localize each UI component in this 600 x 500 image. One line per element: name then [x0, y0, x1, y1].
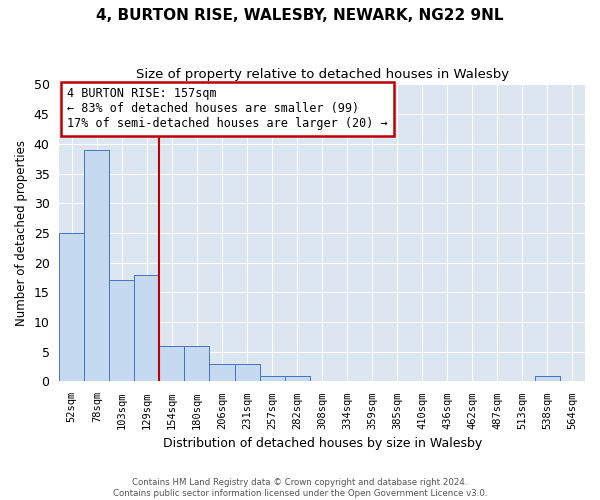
Text: Contains HM Land Registry data © Crown copyright and database right 2024.
Contai: Contains HM Land Registry data © Crown c… [113, 478, 487, 498]
Bar [109, 280, 134, 382]
Bar [184, 346, 209, 382]
Bar [209, 364, 235, 382]
Bar [284, 376, 310, 382]
Y-axis label: Number of detached properties: Number of detached properties [15, 140, 28, 326]
Bar [134, 274, 160, 382]
Bar [160, 346, 184, 382]
Title: Size of property relative to detached houses in Walesby: Size of property relative to detached ho… [136, 68, 509, 80]
Bar [260, 376, 284, 382]
X-axis label: Distribution of detached houses by size in Walesby: Distribution of detached houses by size … [163, 437, 482, 450]
Text: 4 BURTON RISE: 157sqm
← 83% of detached houses are smaller (99)
17% of semi-deta: 4 BURTON RISE: 157sqm ← 83% of detached … [67, 88, 388, 130]
Bar [59, 233, 85, 382]
Bar [535, 376, 560, 382]
Bar [235, 364, 260, 382]
Bar [85, 150, 109, 382]
Text: 4, BURTON RISE, WALESBY, NEWARK, NG22 9NL: 4, BURTON RISE, WALESBY, NEWARK, NG22 9N… [96, 8, 504, 22]
